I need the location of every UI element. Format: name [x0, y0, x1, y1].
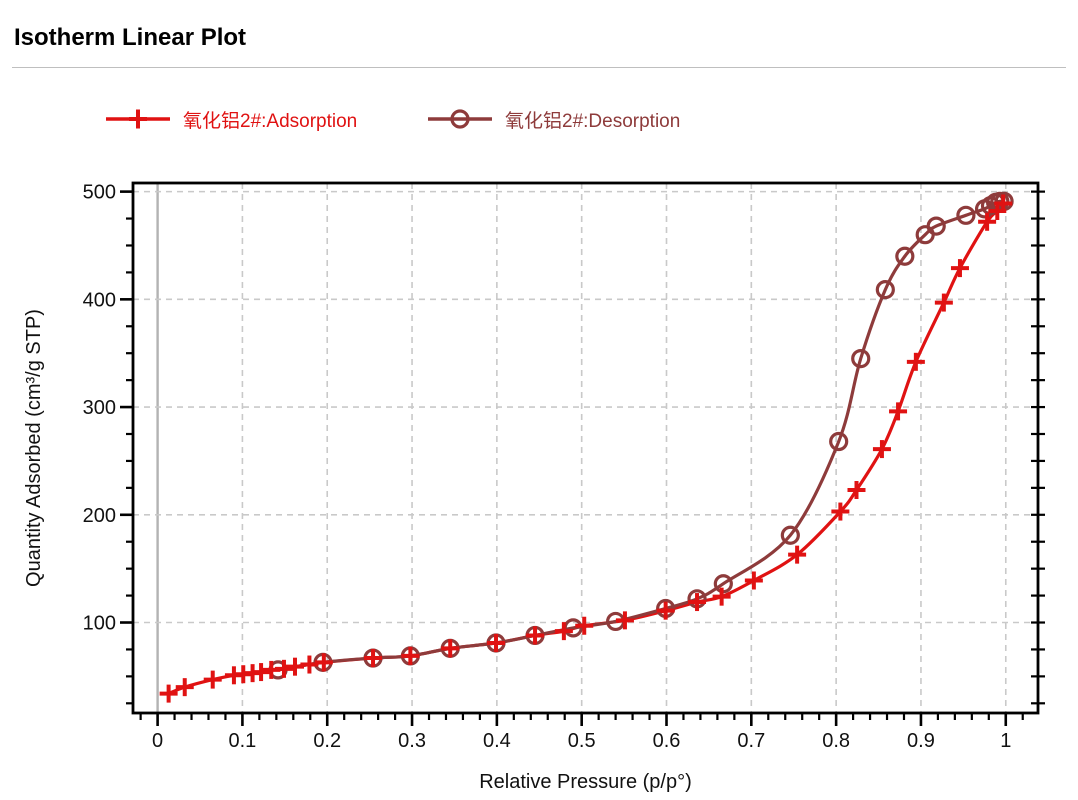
legend-item-desorption: 氧化铝2#:Desorption	[427, 106, 680, 132]
legend-item-adsorption: 氧化铝2#:Adsorption	[105, 106, 357, 132]
x-tick-label: 0.9	[907, 730, 935, 752]
desorption-curve	[277, 199, 1005, 672]
x-tick-label: 0.8	[822, 730, 850, 752]
x-tick-label: 0.3	[398, 730, 426, 752]
legend: 氧化铝2#:Adsorption 氧化铝2#:Desorption	[0, 106, 1078, 132]
x-tick-label: 0.5	[568, 730, 596, 752]
y-tick-label: 300	[83, 397, 116, 419]
desorption-marker	[926, 216, 946, 236]
x-tick-label: 1	[1000, 730, 1011, 752]
x-tick-label: 0.7	[737, 730, 765, 752]
legend-label-adsorption: 氧化铝2#:Adsorption	[183, 110, 358, 132]
x-axis-title: Relative Pressure (p/p°)	[479, 771, 692, 793]
desorption-marker	[956, 205, 976, 225]
plot-border	[131, 181, 1040, 715]
x-tick-label: 0	[152, 730, 163, 752]
y-tick-label: 200	[83, 505, 116, 527]
legend-label-desorption: 氧化铝2#:Desorption	[505, 110, 681, 132]
desorption-marker	[895, 246, 915, 266]
adsorption-legend-marker	[106, 109, 170, 129]
desorption-marker	[829, 431, 849, 452]
y-tick-label: 500	[83, 182, 116, 204]
desorption-marker	[875, 280, 895, 300]
x-tick-label: 0.6	[653, 730, 681, 752]
x-tick-label: 0.2	[313, 730, 341, 752]
x-tick-label: 0.4	[483, 730, 511, 752]
y-tick-label: 400	[83, 289, 116, 311]
title-divider	[12, 67, 1066, 68]
desorption-marker	[780, 525, 800, 545]
y-axis-title: Quantity Adsorbed (cm³/g STP)	[23, 309, 45, 587]
desorption-marker	[851, 348, 871, 369]
x-tick-label: 0.1	[229, 730, 257, 752]
page-title: Isotherm Linear Plot	[14, 24, 247, 51]
y-tick-label: 100	[83, 613, 116, 635]
desorption-legend-marker	[428, 109, 492, 129]
